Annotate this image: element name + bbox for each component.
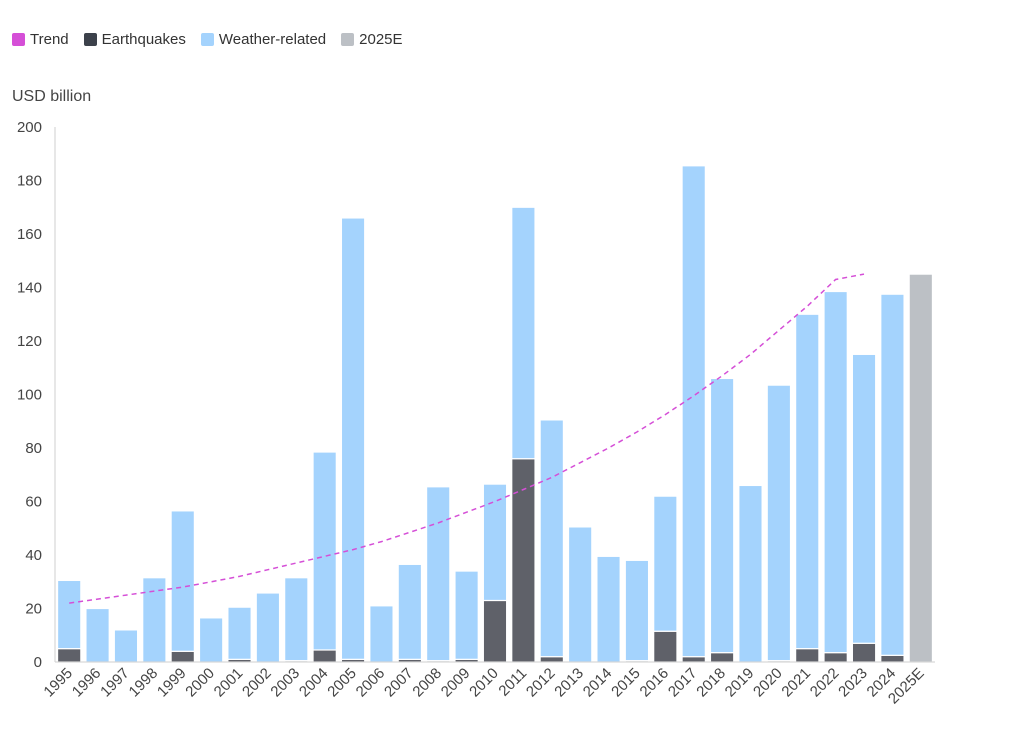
bar-weather-related-2015 xyxy=(624,559,650,662)
bar-earthquakes-2004 xyxy=(312,649,337,663)
bar-weather-related-2005 xyxy=(340,217,366,660)
legend: Trend Earthquakes Weather-related 2025E xyxy=(12,31,418,48)
bar-weather-related-2017 xyxy=(681,165,706,658)
bar-weather-related-2024 xyxy=(880,293,905,656)
bar-weather-related-2014 xyxy=(596,555,621,663)
x-tick-label: 1998 xyxy=(126,665,162,701)
bar-weather-related-2018 xyxy=(709,377,735,654)
bar-earthquakes-2012 xyxy=(539,656,565,663)
bar-earthquakes-2016 xyxy=(653,630,678,663)
x-tick-label: 2019 xyxy=(722,665,758,701)
bar-earthquakes-2017 xyxy=(681,656,706,663)
bar-weather-related-2019 xyxy=(738,484,763,663)
legend-item-weather[interactable]: Weather-related xyxy=(200,31,327,48)
legend-label-earthquakes: Earthquakes xyxy=(101,31,186,48)
bar-earthquakes-2021 xyxy=(795,648,820,663)
x-tick-label: 1997 xyxy=(97,665,133,701)
bar-weather-related-1999 xyxy=(170,510,195,652)
bar-earthquakes-1995 xyxy=(56,648,82,663)
x-tick-label: 2003 xyxy=(267,665,303,701)
x-tick-label: 2017 xyxy=(665,665,701,701)
y-tick-label: 180 xyxy=(17,173,42,190)
bar-weather-related-2004 xyxy=(312,451,337,651)
bar-earthquakes-2018 xyxy=(709,652,735,663)
x-tick-label: 2011 xyxy=(495,665,530,700)
x-tick-label: 2023 xyxy=(835,665,871,701)
x-tick-label: 2016 xyxy=(637,665,673,701)
y-tick-label: 160 xyxy=(17,226,42,243)
x-tick-label: 2004 xyxy=(296,665,332,701)
x-tick-label: 2008 xyxy=(409,665,445,701)
legend-label-weather: Weather-related xyxy=(218,31,327,48)
bar-weather-related-2023 xyxy=(851,353,877,644)
bar-weather-related-2001 xyxy=(227,606,252,660)
legend-swatch-weather xyxy=(200,33,214,46)
bar-weather-related-1996 xyxy=(85,607,110,663)
legend-item-2025e[interactable]: 2025E xyxy=(341,31,403,48)
x-tick-label: 2013 xyxy=(551,665,587,701)
x-tick-label: 1996 xyxy=(69,665,105,701)
x-tick-label: 2009 xyxy=(438,665,474,701)
y-axis-title: USD billion xyxy=(12,88,92,105)
x-tick-label: 2022 xyxy=(807,665,843,701)
x-tick-label: 2012 xyxy=(523,665,559,701)
legend-label-2025e: 2025E xyxy=(359,31,403,48)
y-tick-label: 20 xyxy=(25,601,42,618)
bar-weather-related-2008 xyxy=(425,486,451,662)
bar-weather-related-2020 xyxy=(766,384,792,662)
x-tick-label: 2021 xyxy=(778,665,814,701)
x-tick-label: 2000 xyxy=(182,665,218,701)
legend-swatch-trend xyxy=(12,33,25,46)
bar-weather-related-2007 xyxy=(397,563,423,660)
bar-weather-related-2010 xyxy=(482,483,508,602)
y-tick-label: 200 xyxy=(17,119,42,136)
legend-swatch-earthquakes xyxy=(83,33,97,46)
legend-label-trend: Trend xyxy=(30,31,69,48)
y-tick-label: 40 xyxy=(25,547,42,564)
y-tick-label: 80 xyxy=(25,440,42,457)
bar-weather-related-2006 xyxy=(369,605,394,663)
y-tick-label: 0 xyxy=(34,654,42,671)
y-tick-label: 60 xyxy=(25,494,42,511)
bar-weather-related-1997 xyxy=(113,629,139,663)
bar-earthquakes-2022 xyxy=(823,652,848,663)
bar-earthquakes-1999 xyxy=(170,650,195,663)
bar-weather-related-2013 xyxy=(567,526,593,663)
x-tick-label: 1999 xyxy=(154,665,190,701)
bar-weather-related-2009 xyxy=(454,570,479,660)
trend-line xyxy=(69,273,865,604)
x-tick-label: 2014 xyxy=(580,665,616,701)
x-tick-label: 2007 xyxy=(381,665,417,701)
bar-earthquakes-2023 xyxy=(851,642,877,663)
bar-weather-related-2021 xyxy=(795,313,820,650)
legend-item-earthquakes[interactable]: Earthquakes xyxy=(83,31,186,48)
y-tick-label: 100 xyxy=(17,387,42,404)
y-tick-label: 120 xyxy=(17,333,42,350)
y-tick-label: 140 xyxy=(17,280,42,297)
bar-earthquakes-2010 xyxy=(482,599,508,663)
x-tick-label: 1995 xyxy=(40,665,76,701)
bar-weather-related-2011 xyxy=(511,206,536,460)
x-tick-label: 2018 xyxy=(693,665,729,701)
x-tick-label: 2006 xyxy=(353,665,389,701)
bar-weather-related-2022 xyxy=(823,290,848,654)
bar-weather-related-1995 xyxy=(56,579,82,650)
x-tick-label: 2001 xyxy=(211,665,247,701)
bar-weather-related-2002 xyxy=(255,592,281,663)
x-tick-label: 2020 xyxy=(750,665,786,701)
bar-weather-related-2003 xyxy=(284,577,309,662)
bar-earthquakes-2024 xyxy=(880,654,905,663)
x-tick-label: 2010 xyxy=(466,665,502,701)
x-tick-label: 2005 xyxy=(324,665,360,701)
legend-swatch-2025e xyxy=(341,33,355,46)
x-tick-label: 2015 xyxy=(608,665,644,701)
bar-2025e-2025e xyxy=(908,273,934,663)
x-tick-label: 2002 xyxy=(239,665,275,701)
bar-weather-related-2000 xyxy=(198,617,224,663)
bar-weather-related-2012 xyxy=(539,419,565,658)
bar-weather-related-2016 xyxy=(653,495,678,632)
legend-item-trend[interactable]: Trend xyxy=(12,31,69,48)
